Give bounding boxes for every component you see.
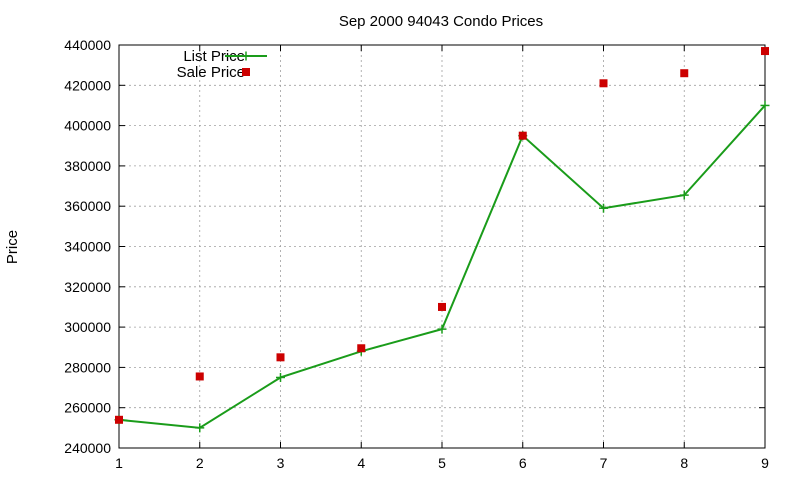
y-tick-label: 440000	[64, 37, 111, 53]
list-price-point	[760, 100, 770, 110]
x-tick-label: 5	[438, 455, 446, 471]
sale-price-point	[115, 415, 123, 424]
sale-price-point	[438, 302, 446, 311]
sale-price-point	[761, 47, 769, 56]
x-tick-label: 9	[761, 455, 769, 471]
y-tick-label: 320000	[64, 279, 111, 295]
legend-sample-sale-price	[242, 68, 250, 76]
x-tick-label: 1	[115, 455, 123, 471]
x-tick-label: 7	[600, 455, 608, 471]
series-layer	[114, 47, 770, 433]
y-tick-label: 420000	[64, 77, 111, 93]
y-tick-label: 300000	[64, 319, 111, 335]
x-tick-label: 4	[357, 455, 365, 471]
y-tick-label: 360000	[64, 198, 111, 214]
legend: List Price Sale Price	[177, 48, 267, 81]
y-tick-label: 280000	[64, 359, 111, 375]
sale-price-point	[518, 131, 527, 140]
legend-label-list-price: List Price	[183, 48, 245, 65]
x-axis-ticks: 1 2 3 4 5 6 7 8 9	[115, 45, 769, 471]
sale-price-point	[680, 69, 689, 78]
list-price-point	[437, 324, 447, 334]
y-tick-label: 260000	[64, 400, 111, 416]
sale-price-point	[276, 353, 285, 362]
x-tick-label: 8	[680, 455, 688, 471]
sale-price-point	[357, 344, 366, 353]
list-price-point	[276, 372, 285, 382]
sale-price-point	[195, 372, 204, 381]
list-price-point	[599, 203, 608, 213]
x-tick-label: 2	[196, 455, 204, 471]
y-tick-label: 380000	[64, 158, 111, 174]
y-tick-label: 240000	[64, 440, 111, 456]
y-tick-label: 340000	[64, 239, 111, 255]
sale-price-point	[599, 79, 608, 88]
x-tick-label: 6	[519, 455, 527, 471]
list-price-point	[679, 190, 689, 200]
grid-lines	[119, 45, 765, 448]
chart-title: Sep 2000 94043 Condo Prices	[339, 13, 543, 30]
x-tick-label: 3	[277, 455, 285, 471]
y-axis-label: Price	[4, 230, 21, 264]
legend-label-sale-price: Sale Price	[177, 64, 245, 81]
y-tick-label: 400000	[64, 118, 111, 134]
list-price-point	[195, 423, 205, 433]
plot-frame	[118, 44, 766, 449]
y-axis-ticks: 240000 260000 280000 300000 320000 340000 3600…	[64, 37, 765, 456]
